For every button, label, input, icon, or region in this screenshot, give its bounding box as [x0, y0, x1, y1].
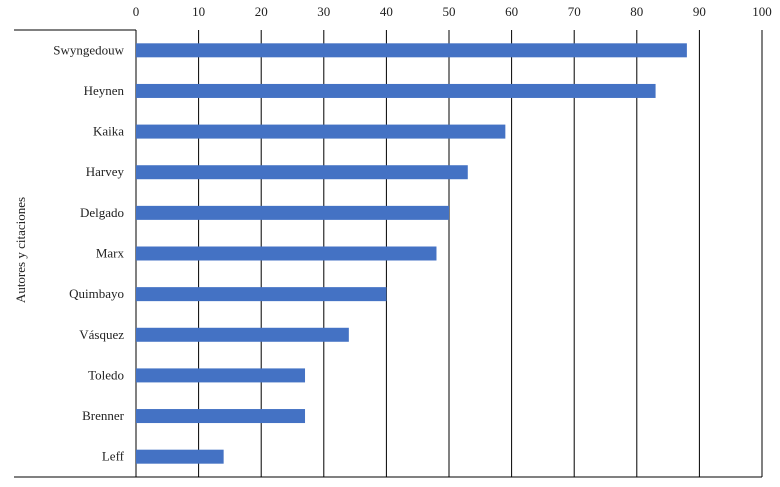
- category-label: Delgado: [80, 205, 124, 220]
- bar: [136, 124, 506, 139]
- category-label: Leff: [102, 449, 125, 464]
- x-tick-label: 60: [505, 4, 518, 19]
- category-labels: Swyngedouw Heynen Kaika Harvey Delgado Marx Qu…: [53, 42, 124, 463]
- x-tick-label: 10: [192, 4, 205, 19]
- x-tick-label: 30: [317, 4, 330, 19]
- bar: [136, 43, 687, 58]
- bar: [136, 327, 349, 342]
- category-label: Quimbayo: [69, 286, 124, 301]
- x-tick-label: 90: [693, 4, 706, 19]
- category-label: Swyngedouw: [53, 42, 124, 57]
- category-label: Kaika: [93, 124, 124, 139]
- bar: [136, 83, 656, 98]
- category-label: Toledo: [88, 367, 124, 382]
- x-tick-labels: 0 10 20 30 40 50 60 70 80 90 100: [133, 4, 772, 19]
- bar: [136, 449, 224, 464]
- x-tick-label: 50: [443, 4, 456, 19]
- bar: [136, 368, 306, 383]
- y-axis-label: Autores y citaciones: [13, 197, 28, 303]
- category-label: Brenner: [82, 408, 125, 423]
- bar: [136, 165, 468, 180]
- bars: [136, 43, 687, 464]
- x-tick-label: 70: [568, 4, 581, 19]
- category-label: Harvey: [86, 164, 125, 179]
- bar: [136, 246, 437, 261]
- x-tick-label: 20: [255, 4, 268, 19]
- bar: [136, 409, 306, 424]
- grid-lines: [198, 30, 763, 477]
- x-tick-label: 0: [133, 4, 140, 19]
- category-label: Marx: [96, 246, 125, 261]
- category-label: Heynen: [84, 83, 125, 98]
- x-tick-label: 100: [752, 4, 772, 19]
- x-tick-label: 80: [630, 4, 643, 19]
- bar: [136, 205, 449, 220]
- bar: [136, 287, 387, 302]
- category-label: Vásquez: [79, 327, 124, 342]
- x-tick-label: 40: [380, 4, 393, 19]
